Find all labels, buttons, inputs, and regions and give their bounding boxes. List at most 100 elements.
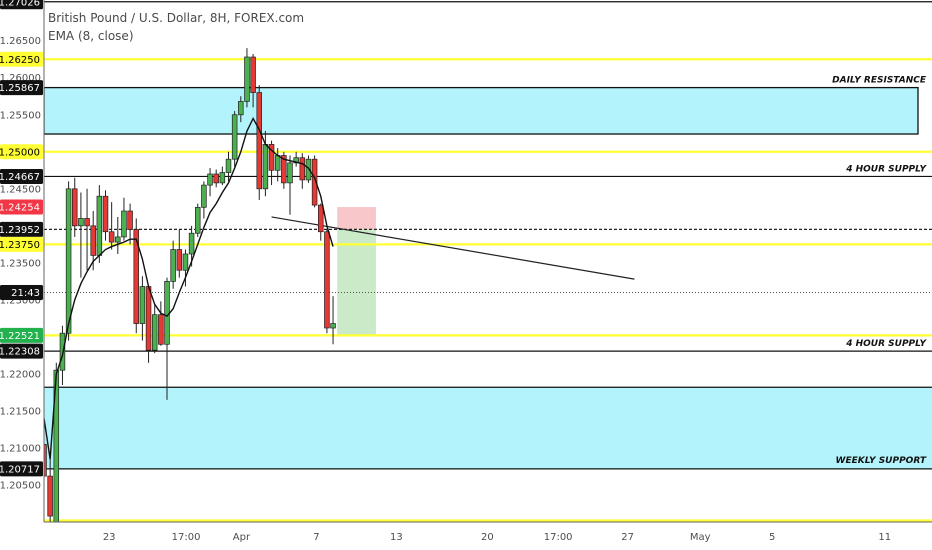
price-tick-label: 1.20500 — [0, 480, 41, 491]
price-tick-label: 1.21000 — [0, 443, 41, 454]
candle-down[interactable] — [71, 188, 78, 227]
candle-up[interactable] — [96, 195, 103, 256]
price-tag[interactable] — [0, 0, 43, 10]
zone-label: DAILY RESISTANCE — [832, 76, 927, 86]
candle-down[interactable] — [133, 229, 140, 324]
price-tag[interactable] — [0, 168, 43, 184]
price-tag[interactable] — [0, 236, 43, 252]
candle-up[interactable] — [164, 281, 170, 345]
candle-down[interactable] — [213, 173, 219, 184]
time-axis-bg — [44, 522, 932, 550]
candle-down[interactable] — [127, 210, 133, 230]
price-tick-label: 1.22000 — [0, 369, 41, 380]
price-tag[interactable] — [0, 461, 43, 477]
candles-layer — [41, 48, 336, 527]
stop-loss-area[interactable] — [337, 207, 376, 230]
candle-up[interactable] — [201, 184, 207, 208]
candle-up[interactable] — [182, 253, 189, 271]
candle-up[interactable] — [238, 101, 244, 116]
take-profit-area[interactable] — [337, 229, 376, 336]
candle-up[interactable] — [78, 218, 84, 227]
candle-up[interactable] — [244, 56, 250, 102]
price-tag[interactable] — [0, 144, 43, 160]
price-tag[interactable] — [0, 199, 43, 215]
time-axis[interactable]: 23 17:00 Apr 7 13 20 17:00 27 May 5 11 — [44, 521, 932, 550]
time-tick-label: 5 — [769, 532, 775, 543]
price-tag[interactable] — [0, 327, 43, 343]
zone-label: WEEKLY SUPPORT — [836, 456, 927, 466]
zones-layer — [43, 86, 932, 470]
zone-box[interactable] — [43, 86, 919, 135]
candle-down[interactable] — [324, 231, 330, 329]
price-tag[interactable] — [0, 51, 43, 67]
candle-down[interactable] — [256, 92, 263, 190]
candle-up[interactable] — [305, 158, 312, 181]
time-tick-label: 13 — [390, 532, 403, 543]
ema-layer — [43, 116, 334, 460]
price-tag[interactable] — [0, 343, 43, 359]
candle-down[interactable] — [108, 231, 115, 243]
candle-down[interactable] — [47, 475, 53, 517]
zone-box[interactable] — [44, 387, 932, 469]
price-tag-label: 1.23750 — [0, 240, 40, 251]
candle-down[interactable] — [318, 204, 324, 233]
candle-up[interactable] — [151, 314, 158, 351]
candle-down[interactable] — [90, 225, 96, 256]
candle-down[interactable] — [281, 155, 287, 184]
price-tag-label: 1.26250 — [0, 55, 40, 66]
candle-up[interactable] — [225, 158, 232, 173]
price-tag-label: 1.25000 — [0, 147, 40, 158]
indicator-label[interactable]: EMA (8, close) — [48, 29, 134, 43]
price-tick-label: 1.23500 — [0, 258, 41, 269]
candle-up[interactable] — [195, 206, 201, 234]
time-tick-label: 17:00 — [172, 532, 201, 543]
candle-up[interactable] — [59, 332, 66, 371]
level-label: 4 HOUR SUPPLY — [845, 339, 927, 349]
candle-down[interactable] — [268, 144, 275, 171]
candle-down[interactable] — [145, 286, 152, 351]
candle-up[interactable] — [170, 249, 176, 282]
candle-down[interactable] — [250, 56, 256, 93]
time-tick-label: 20 — [481, 532, 494, 543]
price-tick-label: 1.21500 — [0, 406, 41, 417]
price-tag-label: 21:43 — [11, 288, 40, 299]
candle-up[interactable] — [231, 114, 238, 160]
symbol-title[interactable]: British Pound / U.S. Dollar, 8H, FOREX.c… — [48, 11, 305, 25]
price-axis[interactable]: 1.205001.210001.215001.220001.225001.230… — [0, 0, 45, 550]
price-tag[interactable] — [0, 284, 43, 300]
candle-up[interactable] — [115, 236, 121, 243]
candle-up[interactable] — [139, 286, 146, 324]
ema-line[interactable] — [43, 116, 334, 460]
candle-up[interactable] — [65, 188, 72, 334]
time-tick-label: Apr — [233, 532, 251, 543]
candle-up[interactable] — [219, 172, 226, 184]
time-tick-label: 11 — [878, 532, 891, 543]
trendline[interactable] — [271, 216, 635, 280]
price-tag-label: 1.20717 — [0, 465, 40, 476]
candle-up[interactable] — [262, 144, 269, 190]
candle-up[interactable] — [207, 173, 213, 186]
candle-down[interactable] — [84, 218, 90, 227]
candle-up[interactable] — [121, 210, 127, 238]
price-tick-label: 1.26500 — [0, 36, 41, 47]
candle-up[interactable] — [293, 157, 299, 164]
price-tag[interactable] — [0, 80, 43, 96]
price-tag-label: 1.24254 — [0, 203, 40, 214]
price-tag-label: 1.25867 — [0, 83, 40, 94]
price-tag[interactable] — [0, 221, 43, 237]
price-tag-label: 1.23952 — [0, 225, 40, 236]
candle-up[interactable] — [287, 162, 293, 184]
candle-up[interactable] — [188, 232, 195, 255]
price-tag-label: 1.22521 — [0, 331, 40, 342]
position-tool[interactable] — [337, 207, 376, 336]
candle-down[interactable] — [102, 195, 109, 233]
candle-up[interactable] — [330, 323, 336, 329]
candle-down[interactable] — [311, 158, 318, 206]
candle-down[interactable] — [158, 314, 164, 345]
candle-down[interactable] — [176, 249, 183, 271]
price-tag-label: 1.22308 — [0, 347, 40, 358]
candle-down[interactable] — [299, 157, 306, 181]
candle-up[interactable] — [274, 155, 281, 171]
